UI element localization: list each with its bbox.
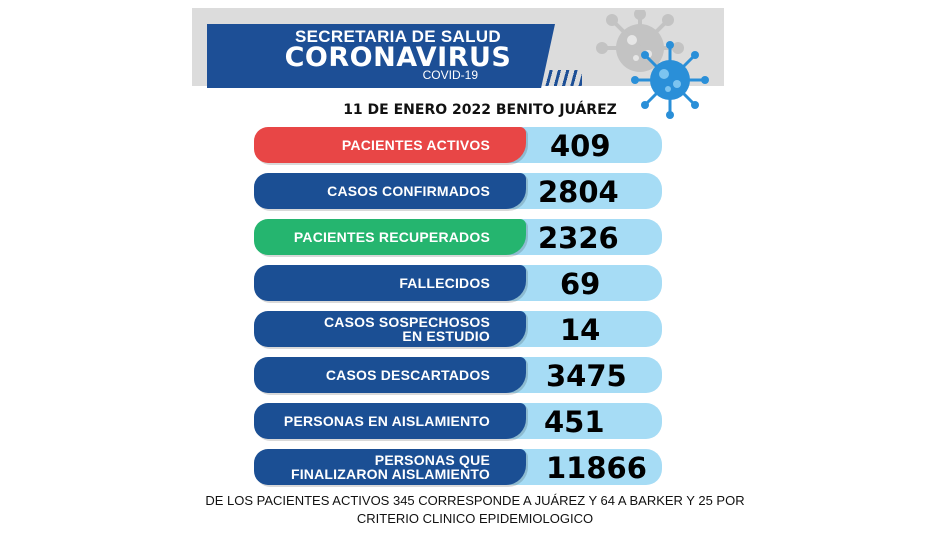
stat-row-casos-sospechosos: CASOS SOSPECHOSOS EN ESTUDIO 14 bbox=[254, 311, 664, 347]
stat-value: 409 bbox=[550, 129, 611, 163]
stat-label: CASOS SOSPECHOSOS EN ESTUDIO bbox=[254, 311, 490, 347]
stat-row-pacientes-recuperados: PACIENTES RECUPERADOS 2326 bbox=[254, 219, 664, 255]
decorative-stripes bbox=[500, 70, 582, 86]
stat-label-line1: CASOS SOSPECHOSOS bbox=[324, 314, 490, 330]
label-background bbox=[254, 403, 526, 439]
stat-label: FALLECIDOS bbox=[399, 275, 490, 291]
stat-label-line2: EN ESTUDIO bbox=[402, 328, 490, 344]
stat-label: CASOS DESCARTADOS bbox=[325, 367, 490, 383]
stat-value: 11866 bbox=[546, 451, 647, 485]
label-background bbox=[254, 449, 526, 485]
stat-row-pacientes-activos: PACIENTES ACTIVOS 409 bbox=[254, 127, 664, 163]
label-background bbox=[254, 265, 526, 301]
footer-line2: CRITERIO CLINICO EPIDEMIOLOGICO bbox=[356, 511, 594, 526]
label-background bbox=[254, 311, 526, 347]
stat-value: 3475 bbox=[546, 359, 627, 393]
stat-row-fallecidos: FALLECIDOS 69 bbox=[254, 265, 664, 301]
report-date: 11 DE ENERO 2022 BENITO JUÁREZ bbox=[343, 102, 617, 118]
stat-value: 14 bbox=[560, 313, 601, 347]
label-background bbox=[254, 173, 526, 209]
footer-line1: DE LOS PACIENTES ACTIVOS 345 CORRESPONDE… bbox=[205, 493, 745, 508]
header-tag: COVID-19 bbox=[422, 68, 478, 82]
stat-value: 2804 bbox=[538, 175, 619, 209]
stat-label: CASOS CONFIRMADOS bbox=[327, 183, 490, 199]
stat-label: PACIENTES ACTIVOS bbox=[341, 137, 490, 153]
virus-icon bbox=[631, 41, 709, 119]
header-title: SECRETARIA DE SALUD bbox=[295, 27, 501, 46]
footer-note: DE LOS PACIENTES ACTIVOS 345 CORRESPONDE… bbox=[150, 492, 800, 528]
label-background bbox=[254, 127, 526, 163]
stat-label: PACIENTES RECUPERADOS bbox=[293, 229, 490, 245]
label-background bbox=[254, 219, 526, 255]
stat-value: 451 bbox=[544, 405, 605, 439]
stat-row-casos-confirmados: CASOS CONFIRMADOS 2804 bbox=[254, 173, 664, 209]
stat-label: PERSONAS QUE FINALIZARON AISLAMIENTO bbox=[254, 449, 490, 485]
stat-label-line2: FINALIZARON AISLAMIENTO bbox=[290, 466, 490, 482]
header-banner bbox=[207, 24, 555, 88]
stat-label: PERSONAS EN AISLAMIENTO bbox=[283, 413, 490, 429]
stat-row-casos-descartados: CASOS DESCARTADOS 3475 bbox=[254, 357, 664, 393]
stat-value: 2326 bbox=[538, 221, 619, 255]
header-subtitle: CORONAVIRUS bbox=[284, 42, 512, 73]
stat-label-line1: PERSONAS QUE bbox=[374, 452, 490, 468]
label-background bbox=[254, 357, 526, 393]
stat-row-personas-aislamiento: PERSONAS EN AISLAMIENTO 451 bbox=[254, 403, 664, 439]
stat-row-finalizaron-aislamiento: PERSONAS QUE FINALIZARON AISLAMIENTO 118… bbox=[254, 449, 664, 485]
stat-value: 69 bbox=[560, 267, 601, 301]
